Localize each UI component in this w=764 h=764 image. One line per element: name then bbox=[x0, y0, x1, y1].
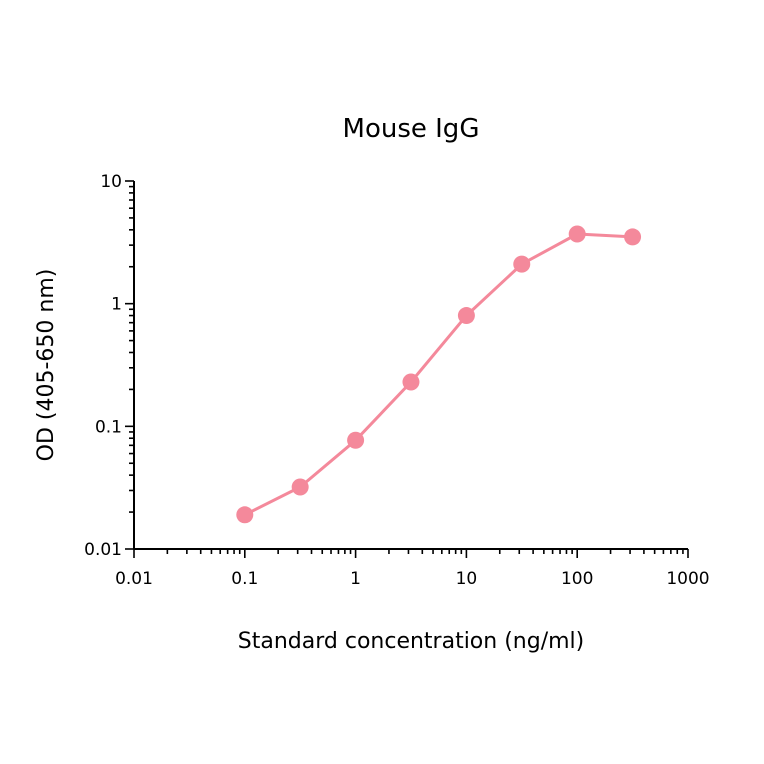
data-point bbox=[624, 228, 642, 246]
series-layer bbox=[236, 225, 642, 524]
data-point bbox=[236, 506, 254, 524]
x-tick-label: 0.01 bbox=[115, 569, 153, 589]
y-tick-label: 0.1 bbox=[95, 417, 122, 437]
data-point bbox=[347, 431, 365, 449]
axes bbox=[133, 181, 688, 550]
x-tick-label: 100 bbox=[561, 569, 593, 589]
y-axis-title: OD (405-650 nm) bbox=[34, 269, 59, 462]
chart-title: Mouse IgG bbox=[343, 114, 480, 144]
data-point bbox=[513, 255, 531, 273]
data-point bbox=[291, 478, 309, 496]
data-point bbox=[402, 373, 420, 391]
x-tick-label: 1000 bbox=[666, 569, 709, 589]
y-tick-label: 0.01 bbox=[84, 540, 122, 560]
x-tick-label: 1 bbox=[350, 569, 361, 589]
x-tick-label: 10 bbox=[456, 569, 478, 589]
x-axis-title: Standard concentration (ng/ml) bbox=[238, 629, 584, 654]
y-tick-label: 10 bbox=[100, 172, 122, 192]
x-ticks: 0.01 0.1 1 10 100 1000 bbox=[115, 549, 710, 589]
y-ticks: 0.01 0.1 1 10 bbox=[84, 172, 134, 560]
data-point bbox=[568, 225, 586, 243]
y-tick-label: 1 bbox=[111, 295, 122, 315]
data-point bbox=[457, 307, 475, 325]
series-line bbox=[244, 232, 633, 517]
x-tick-label: 0.1 bbox=[231, 569, 258, 589]
